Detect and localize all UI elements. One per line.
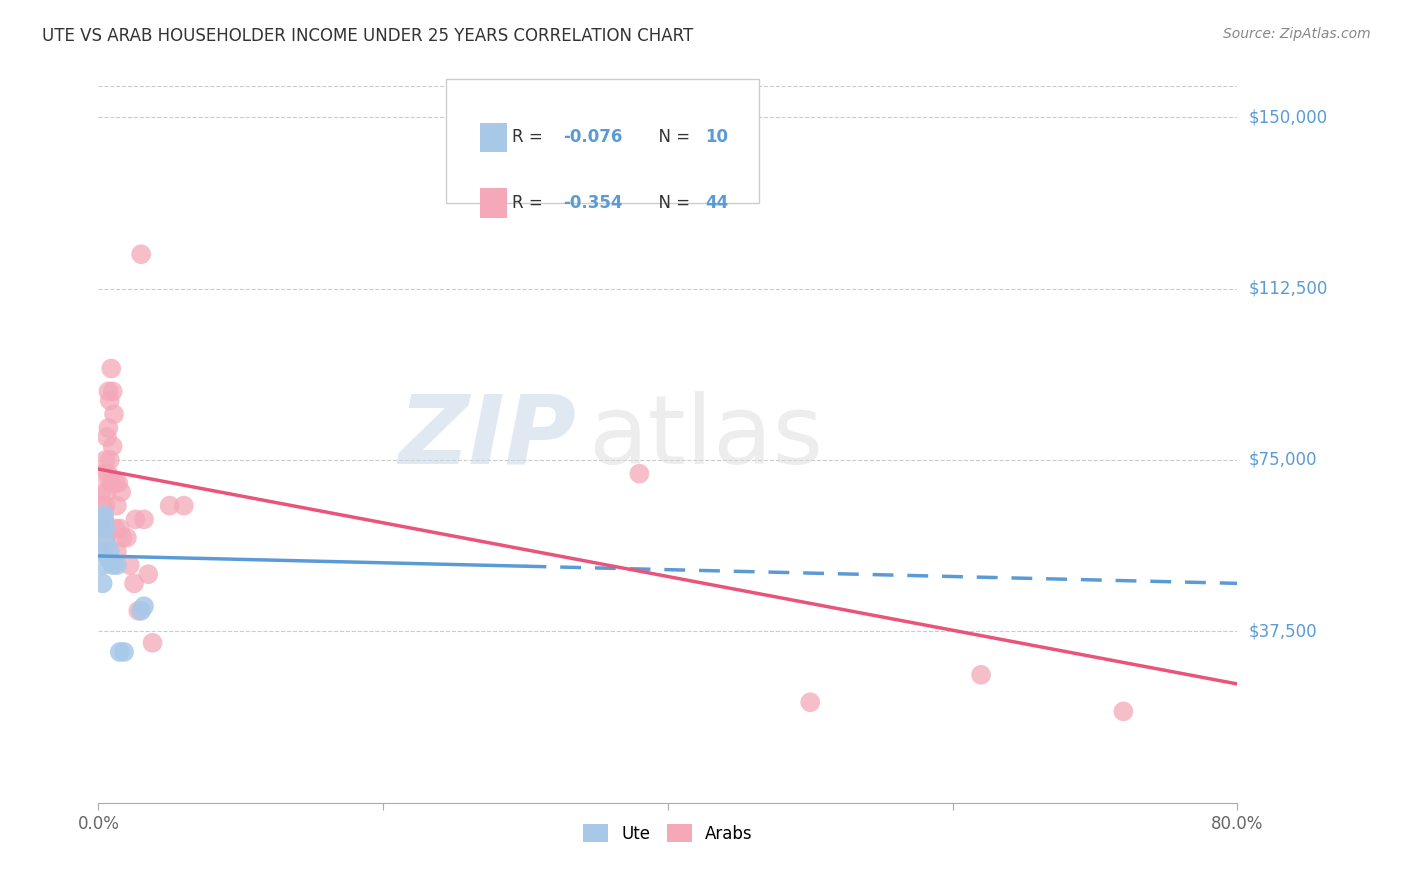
Point [101, 439, 124, 453]
Point [97, 384, 120, 399]
Bar [479, 122, 508, 152]
Point [93, 512, 115, 526]
Point [799, 695, 821, 709]
Point [115, 531, 138, 545]
Text: $112,500: $112,500 [1249, 279, 1329, 298]
Point [96, 484, 118, 499]
Point [159, 499, 181, 513]
Text: $150,000: $150,000 [1249, 108, 1327, 126]
Point [1112, 705, 1135, 719]
Point [104, 521, 127, 535]
Point [105, 499, 128, 513]
Point [118, 558, 141, 573]
Text: ZIP: ZIP [399, 391, 576, 483]
Point [91, 499, 114, 513]
Point [104, 475, 127, 490]
Point [108, 521, 131, 535]
Legend: Ute, Arabs: Ute, Arabs [576, 818, 759, 849]
Point [129, 604, 152, 618]
Point [90, 544, 112, 558]
Point [91, 576, 114, 591]
FancyBboxPatch shape [446, 78, 759, 203]
Point [173, 499, 195, 513]
Point [111, 531, 134, 545]
Text: UTE VS ARAB HOUSEHOLDER INCOME UNDER 25 YEARS CORRELATION CHART: UTE VS ARAB HOUSEHOLDER INCOME UNDER 25 … [42, 27, 693, 45]
Point [105, 558, 128, 573]
Text: 44: 44 [706, 194, 728, 212]
Bar [479, 188, 508, 218]
Point [970, 667, 993, 681]
Text: R =: R = [512, 128, 548, 146]
Text: Source: ZipAtlas.com: Source: ZipAtlas.com [1223, 27, 1371, 41]
Point [112, 645, 135, 659]
Text: $75,000: $75,000 [1249, 451, 1317, 469]
Text: 10: 10 [706, 128, 728, 146]
Point [91, 544, 114, 558]
Text: -0.354: -0.354 [562, 194, 623, 212]
Point [100, 361, 122, 376]
Point [94, 521, 117, 535]
Point [93, 467, 115, 481]
Point [98, 544, 121, 558]
Point [94, 453, 117, 467]
Point [94, 535, 117, 549]
Point [127, 604, 149, 618]
Text: atlas: atlas [588, 391, 824, 483]
Point [129, 247, 152, 261]
Point [103, 407, 125, 421]
Point [122, 576, 145, 591]
Point [90, 521, 112, 535]
Point [132, 599, 155, 614]
Point [94, 531, 117, 545]
Point [98, 453, 121, 467]
Text: N =: N = [648, 194, 696, 212]
Point [97, 467, 120, 481]
Point [101, 384, 124, 399]
Point [124, 512, 146, 526]
Point [628, 467, 651, 481]
Point [97, 421, 120, 435]
Point [93, 508, 115, 522]
Text: -0.076: -0.076 [562, 128, 623, 146]
Text: $37,500: $37,500 [1249, 623, 1317, 640]
Text: N =: N = [648, 128, 696, 146]
Text: R =: R = [512, 194, 548, 212]
Point [105, 544, 128, 558]
Point [132, 512, 155, 526]
Point [141, 636, 163, 650]
Point [107, 475, 129, 490]
Point [100, 475, 122, 490]
Point [91, 558, 114, 573]
Point [108, 645, 131, 659]
Point [93, 512, 115, 526]
Point [136, 567, 159, 582]
Point [101, 558, 124, 573]
Point [98, 393, 121, 408]
Point [90, 521, 112, 535]
Point [110, 484, 132, 499]
Point [96, 430, 118, 444]
Point [94, 499, 117, 513]
Point [98, 553, 121, 567]
Point [90, 484, 112, 499]
